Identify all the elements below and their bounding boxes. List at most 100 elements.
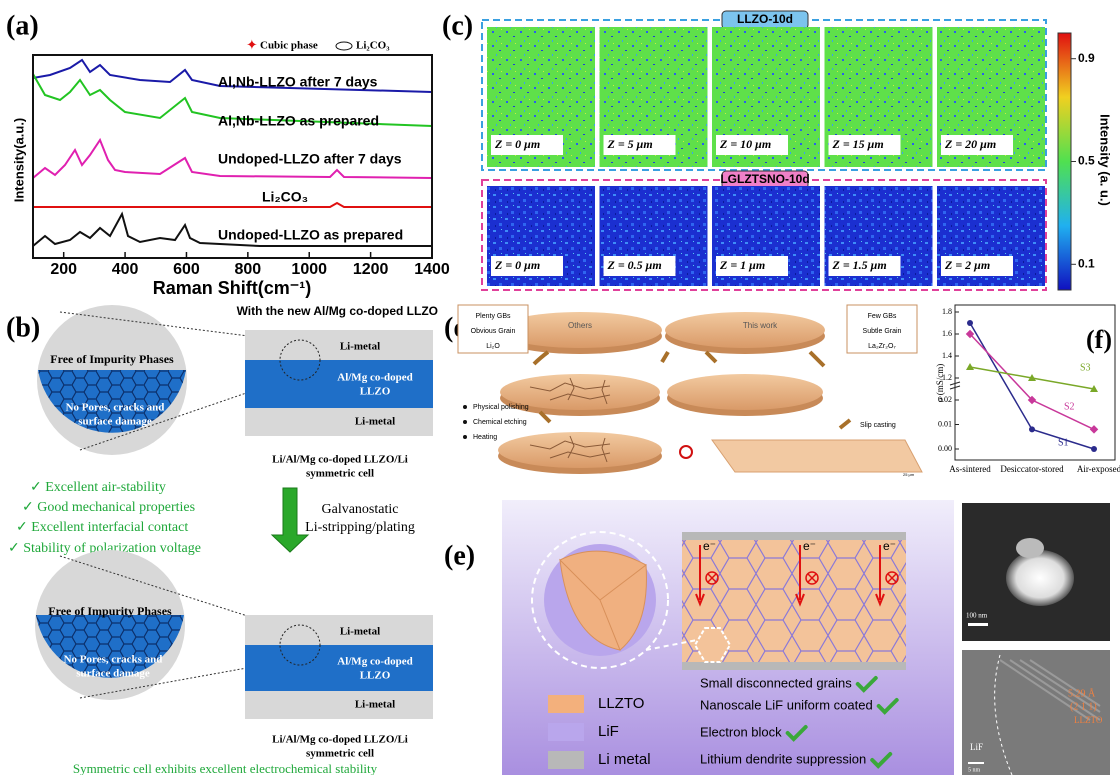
- circle-title: Free of Impurity Phases: [50, 352, 174, 366]
- cell-caption: symmetric cell: [306, 748, 374, 760]
- y-tick-label: 0.02: [938, 395, 952, 404]
- layer-label: Al/Mg co-doped: [337, 656, 412, 668]
- feature: Small disconnected grains: [700, 675, 852, 690]
- circle-text: No Pores, cracks and: [66, 402, 165, 414]
- layer-label: Li-metal: [340, 626, 380, 638]
- marker: [967, 320, 973, 326]
- curve: [33, 203, 432, 207]
- circle-text: surface damage: [78, 416, 152, 428]
- hrtem-label: LiF: [970, 742, 983, 752]
- prohibited-icon: [680, 446, 692, 458]
- feature: La₂Zr₂O₇: [868, 343, 896, 350]
- slab: [712, 440, 922, 472]
- electron-label: e⁻: [883, 539, 896, 553]
- particle: [1016, 538, 1044, 558]
- method: Slip casting: [860, 422, 896, 429]
- depth-label: Z = 5 μm: [607, 137, 653, 151]
- panel-label: (e): [444, 540, 475, 571]
- llzo-layer: [245, 360, 433, 408]
- panel-label: (f): [1086, 325, 1112, 354]
- marker: [966, 363, 974, 370]
- marker: [1029, 426, 1035, 432]
- y-tick-label: 1.8: [942, 307, 952, 316]
- circle-title: Free of Impurity Phases: [48, 604, 172, 618]
- marker: [1091, 446, 1097, 452]
- bullet: [463, 435, 467, 439]
- depth-label: Z = 15 μm: [832, 137, 884, 151]
- feature: Subtle Grain: [863, 328, 902, 335]
- method-title: This work: [743, 321, 778, 330]
- electron-label: e⁻: [803, 539, 816, 553]
- x-tick-label: Desiccator-stored: [1000, 464, 1064, 474]
- treatment: Physical polishing: [473, 404, 529, 411]
- panel-label: (b): [6, 312, 40, 343]
- cell-caption: Li/Al/Mg co-doped LLZO/Li: [272, 454, 408, 466]
- treatment: Heating: [473, 434, 497, 441]
- scale-label: 5 nm: [968, 767, 981, 773]
- curve-label: Li₂CO₃: [262, 189, 308, 205]
- series-label: S1: [1058, 437, 1069, 448]
- feature: Electron block: [700, 724, 782, 739]
- process-text: Li-stripping/plating: [305, 520, 415, 535]
- series-label: S2: [1064, 401, 1075, 412]
- layer-label: Li-metal: [340, 341, 380, 353]
- layer-label: Al/Mg co-doped: [337, 372, 412, 384]
- disc: [667, 374, 823, 410]
- x-tick-label: 200: [50, 261, 77, 278]
- figure: (a)✦Cubic phaseLi₂CO₃2004006008001000120…: [0, 0, 1120, 775]
- scale-label: 25 μm: [903, 472, 915, 477]
- group-title: LLZO-10d: [737, 12, 793, 26]
- circle-text: surface damage: [76, 668, 150, 680]
- feature: Lithium dendrite suppression: [700, 751, 866, 766]
- y-tick-label: 0.01: [938, 419, 952, 428]
- x-tick-label: 1400: [414, 261, 450, 278]
- cell-caption: Li/Al/Mg co-doped LLZO/Li: [272, 734, 408, 746]
- feature: Li₂O: [486, 343, 500, 350]
- process-text: Galvanostatic: [322, 502, 399, 517]
- method-title: Others: [568, 321, 592, 330]
- y-axis-label: Intensity(a.u.): [11, 118, 26, 203]
- li-metal-layer: [245, 408, 433, 436]
- depth-label: Z = 10 μm: [719, 137, 771, 151]
- x-tick-label: Air-exposed: [1077, 464, 1120, 474]
- hrtem-label: (2 1 1): [1070, 701, 1097, 712]
- legend-label: LiF: [598, 723, 619, 740]
- series-line: [970, 334, 1094, 429]
- particle: [1006, 550, 1074, 606]
- hrtem-label: 5.29 Å: [1068, 687, 1096, 699]
- x-tick-label: As-sintered: [949, 464, 991, 474]
- legend-label: Cubic phase: [260, 40, 318, 52]
- legend-swatch: [548, 723, 584, 741]
- feature: Few GBs: [868, 313, 897, 320]
- legend-swatch: [548, 695, 584, 713]
- layer-label: LLZO: [360, 670, 391, 682]
- heading: With the new Al/Mg co-doped LLZO: [237, 304, 438, 318]
- feature: Obvious Grain: [471, 328, 516, 335]
- legend-swatch: [548, 751, 584, 769]
- layer-label: Li-metal: [355, 699, 395, 711]
- depth-label: Z = 0.5 μm: [607, 258, 662, 272]
- legend-label: Li metal: [598, 751, 651, 768]
- advantage: ✓ Excellent air-stability: [30, 480, 166, 495]
- depth-label: Z = 0 μm: [494, 137, 540, 151]
- layer-label: LLZO: [360, 386, 391, 398]
- curve-label: Undoped-LLZO as prepared: [218, 227, 403, 243]
- llzo-layer: [245, 645, 433, 691]
- treatment: Chemical etching: [473, 419, 527, 426]
- depth-label: Z = 1 μm: [719, 258, 765, 272]
- legend-label: Li₂CO₃: [356, 40, 390, 52]
- depth-label: Z = 0 μm: [494, 258, 540, 272]
- process-arrow: [272, 488, 308, 552]
- scale-bar: [968, 623, 988, 626]
- x-tick-label: 1200: [353, 261, 389, 278]
- y-tick-label: 1.6: [942, 329, 952, 338]
- li-metal-bar: [682, 662, 906, 670]
- curve-label: Al,Nb-LLZO as prepared: [218, 113, 379, 129]
- panel-label: (c): [442, 10, 473, 41]
- legend-label: LLZTO: [598, 695, 644, 712]
- legend-marker: ✦: [246, 37, 258, 53]
- electron-label: e⁻: [703, 539, 716, 553]
- colorbar-tick-label: 0.9: [1078, 51, 1095, 65]
- y-tick-label: 0.00: [938, 444, 952, 453]
- y-tick-label: 1.4: [942, 351, 952, 360]
